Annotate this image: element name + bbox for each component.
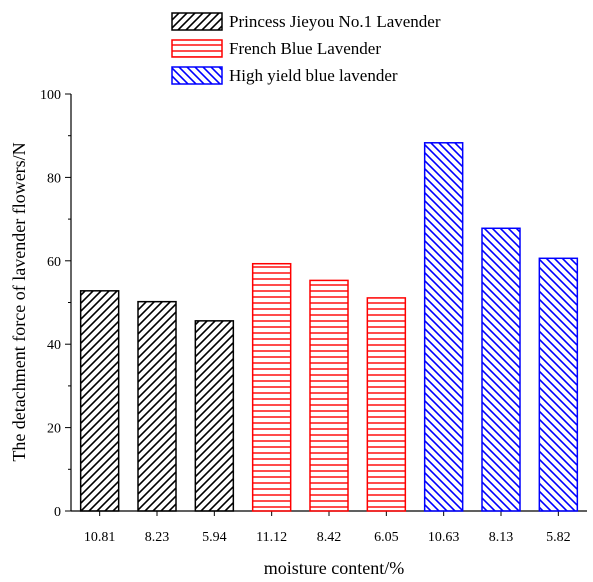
y-tick-label: 40 [47,338,61,353]
axis-labels: 0 20 40 60 80 100 10.81 8.23 5.94 11.12 8.42 6.05 10… [40,88,571,545]
y-tick-label: 100 [40,88,61,103]
x-tick-label: 5.82 [546,530,571,545]
bar [251,262,292,512]
bar [137,300,177,512]
legend-label: French Blue Lavender [229,39,381,58]
x-tick-label: 5.94 [202,530,227,545]
y-tick-label: 0 [54,505,61,520]
legend-swatch [171,12,223,31]
x-tick-label: 11.12 [256,530,287,545]
y-tick-label: 80 [47,171,61,186]
x-tick-label: 8.42 [317,530,342,545]
bar [194,320,235,512]
legend: Princess Jieyou No.1 Lavender French Blue… [171,12,441,85]
bar [481,227,521,512]
bar [423,142,464,512]
y-tick-label: 20 [47,422,61,437]
x-tick-label: 8.23 [145,530,170,545]
x-axis-title: moisture content/% [264,558,404,578]
bars [79,142,579,512]
legend-swatch [171,66,223,85]
legend-label: Princess Jieyou No.1 Lavender [229,12,441,31]
x-tick-label: 8.13 [489,530,514,545]
bar [538,257,579,512]
x-tick-label: 10.81 [84,530,116,545]
y-axis-title: The detachment force of lavender flowers… [9,142,29,461]
x-tick-label: 10.63 [428,530,460,545]
bar [79,290,120,512]
bar [309,279,349,512]
bar [366,297,407,512]
x-tick-label: 6.05 [374,530,399,545]
legend-label: High yield blue lavender [229,66,398,85]
legend-swatch [171,39,223,58]
y-tick-label: 60 [47,255,61,270]
